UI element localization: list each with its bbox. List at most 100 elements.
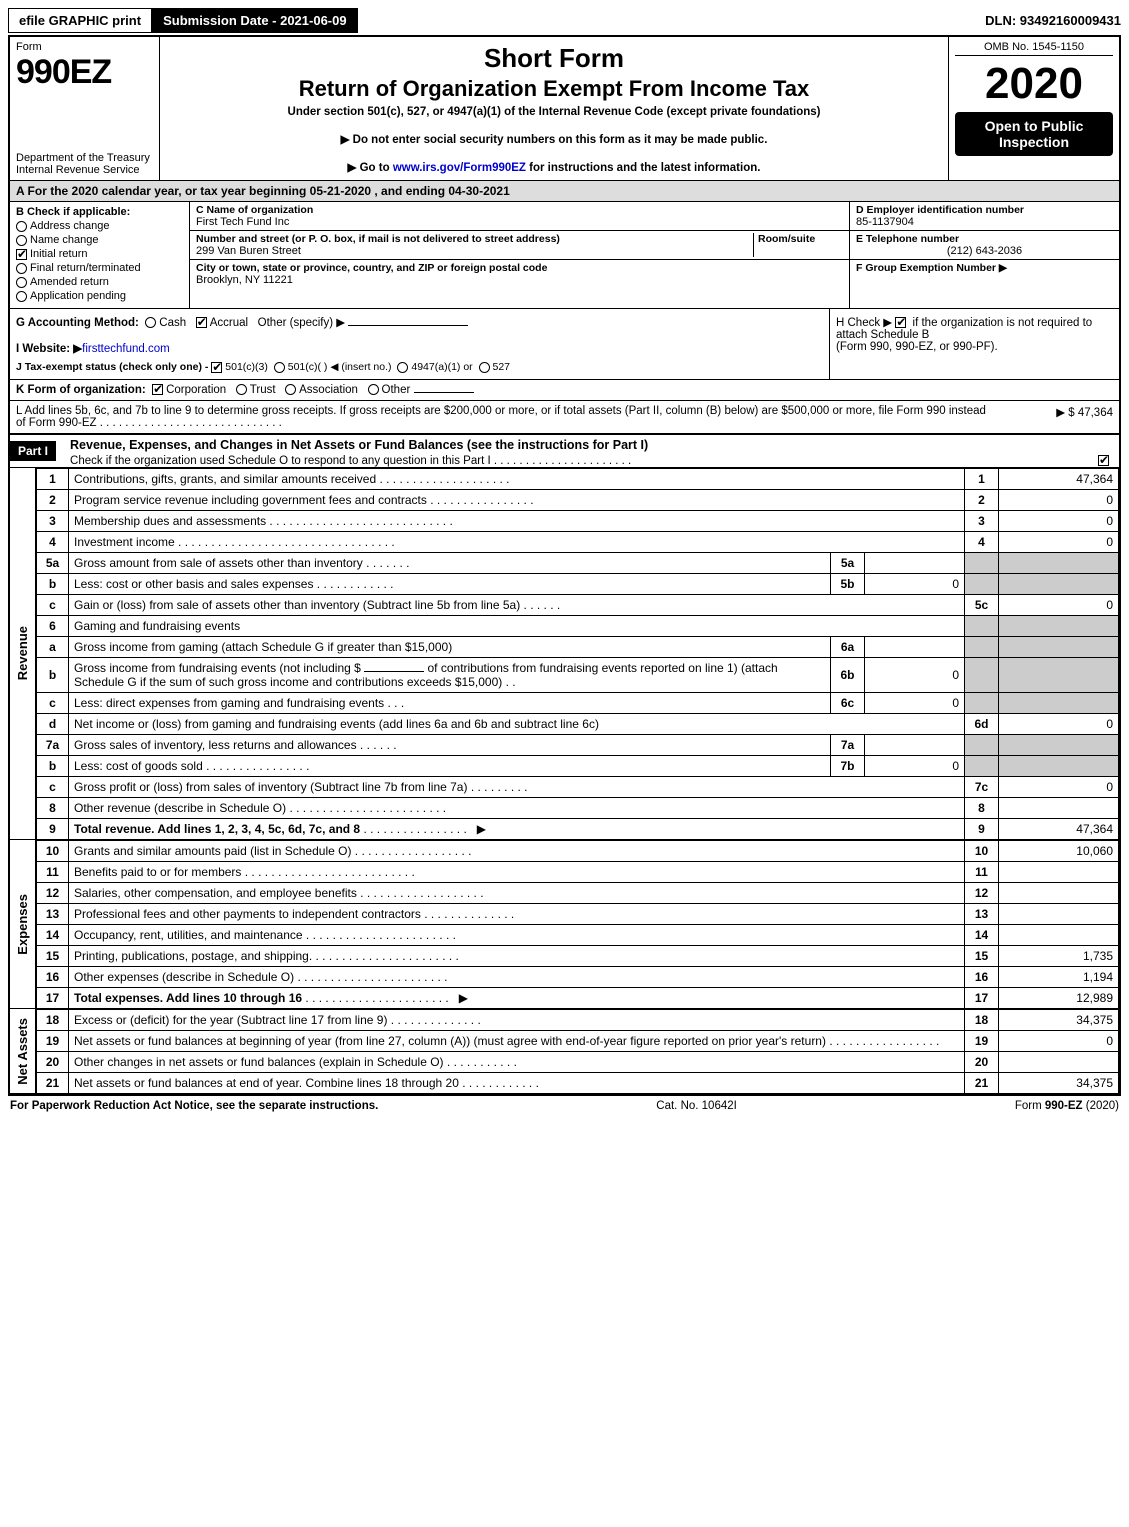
side-label-revenue: Revenue <box>13 622 32 684</box>
identity-block: B Check if applicable: Address change Na… <box>10 202 1119 309</box>
section-h: H Check ▶ if the organization is not req… <box>829 309 1119 379</box>
chk-527[interactable] <box>479 362 490 373</box>
line-1: 1Contributions, gifts, grants, and simil… <box>37 469 1119 490</box>
section-gh: G Accounting Method: Cash Accrual Other … <box>10 309 1119 380</box>
section-def: D Employer identification number 85-1137… <box>849 202 1119 308</box>
label-org-name: C Name of organization <box>196 204 843 216</box>
chk-initial-return[interactable]: Initial return <box>16 248 183 260</box>
line-17: 17Total expenses. Add lines 10 through 1… <box>37 988 1119 1009</box>
chk-501c[interactable] <box>274 362 285 373</box>
chk-4947[interactable] <box>397 362 408 373</box>
org-city: Brooklyn, NY 11221 <box>196 274 843 286</box>
page-footer: For Paperwork Reduction Act Notice, see … <box>8 1096 1121 1112</box>
chk-501c3[interactable] <box>211 362 222 373</box>
line-6a: aGross income from gaming (attach Schedu… <box>37 637 1119 658</box>
side-label-expenses: Expenses <box>13 890 32 959</box>
section-l: L Add lines 5b, 6c, and 7b to line 9 to … <box>10 401 1119 434</box>
section-c: C Name of organization First Tech Fund I… <box>190 202 849 308</box>
revenue-section: Revenue 1Contributions, gifts, grants, a… <box>10 468 1119 840</box>
org-name: First Tech Fund Inc <box>196 216 843 228</box>
top-bar: efile GRAPHIC print Submission Date - 20… <box>8 8 1121 33</box>
section-j: J Tax-exempt status (check only one) - 5… <box>16 361 823 373</box>
dept-treasury: Department of the Treasury <box>16 152 153 164</box>
net-assets-table: 18Excess or (deficit) for the year (Subt… <box>36 1009 1119 1094</box>
line-11: 11Benefits paid to or for members . . . … <box>37 862 1119 883</box>
section-b: B Check if applicable: Address change Na… <box>10 202 190 308</box>
chk-final-return[interactable]: Final return/terminated <box>16 262 183 274</box>
line-2: 2Program service revenue including gover… <box>37 490 1119 511</box>
section-a-tax-year: A For the 2020 calendar year, or tax yea… <box>10 181 1119 202</box>
line-21: 21Net assets or fund balances at end of … <box>37 1073 1119 1094</box>
chk-other-org[interactable] <box>368 384 379 395</box>
dln-label: DLN: 93492160009431 <box>985 13 1121 28</box>
section-g: G Accounting Method: Cash Accrual Other … <box>16 315 823 329</box>
revenue-table: 1Contributions, gifts, grants, and simil… <box>36 468 1119 840</box>
website-link[interactable]: firsttechfund.com <box>82 343 170 355</box>
section-b-title: B Check if applicable: <box>16 206 183 218</box>
label-group-exemption: F Group Exemption Number ▶ <box>856 262 1113 274</box>
line-4: 4Investment income . . . . . . . . . . .… <box>37 532 1119 553</box>
dept-irs: Internal Revenue Service <box>16 164 153 176</box>
line-9: 9Total revenue. Add lines 1, 2, 3, 4, 5c… <box>37 819 1119 840</box>
line-19: 19Net assets or fund balances at beginni… <box>37 1031 1119 1052</box>
line-20: 20Other changes in net assets or fund ba… <box>37 1052 1119 1073</box>
line-6d: dNet income or (loss) from gaming and fu… <box>37 714 1119 735</box>
label-city: City or town, state or province, country… <box>196 262 843 274</box>
line-14: 14Occupancy, rent, utilities, and mainte… <box>37 925 1119 946</box>
line-18: 18Excess or (deficit) for the year (Subt… <box>37 1010 1119 1031</box>
line-7b: bLess: cost of goods sold . . . . . . . … <box>37 756 1119 777</box>
line-5b: bLess: cost or other basis and sales exp… <box>37 574 1119 595</box>
footer-center: Cat. No. 10642I <box>656 1100 737 1112</box>
expenses-section: Expenses 10Grants and similar amounts pa… <box>10 840 1119 1009</box>
line-13: 13Professional fees and other payments t… <box>37 904 1119 925</box>
efile-print-button[interactable]: efile GRAPHIC print <box>8 8 152 33</box>
form-frame: Form 990EZ Department of the Treasury In… <box>8 35 1121 1096</box>
line-5c: cGain or (loss) from sale of assets othe… <box>37 595 1119 616</box>
side-label-net-assets: Net Assets <box>13 1014 32 1089</box>
ein-value: 85-1137904 <box>856 216 1113 228</box>
subtitle: Under section 501(c), 527, or 4947(a)(1)… <box>170 106 938 118</box>
part1-header: Part I Revenue, Expenses, and Changes in… <box>10 434 1119 468</box>
line-6c: cLess: direct expenses from gaming and f… <box>37 693 1119 714</box>
chk-association[interactable] <box>285 384 296 395</box>
part1-title: Revenue, Expenses, and Changes in Net As… <box>64 435 1119 455</box>
chk-schedule-b[interactable] <box>895 317 906 328</box>
section-i: I Website: ▶firsttechfund.com <box>16 341 823 355</box>
tax-year: 2020 <box>955 62 1113 106</box>
chk-corporation[interactable] <box>152 384 163 395</box>
note-link: ▶ Go to www.irs.gov/Form990EZ for instru… <box>170 160 938 174</box>
label-room: Room/suite <box>758 233 843 245</box>
radio-accrual[interactable] <box>196 317 207 328</box>
omb-number: OMB No. 1545-1150 <box>955 41 1113 56</box>
line-5a: 5aGross amount from sale of assets other… <box>37 553 1119 574</box>
gross-receipts-amount: ▶ $ 47,364 <box>993 405 1113 429</box>
line-15: 15Printing, publications, postage, and s… <box>37 946 1119 967</box>
chk-amended-return[interactable]: Amended return <box>16 276 183 288</box>
line-8: 8Other revenue (describe in Schedule O) … <box>37 798 1119 819</box>
submission-date-label: Submission Date - 2021-06-09 <box>152 8 358 33</box>
note-ssn: ▶ Do not enter social security numbers o… <box>170 132 938 146</box>
open-to-public: Open to Public Inspection <box>955 112 1113 156</box>
line-6: 6Gaming and fundraising events <box>37 616 1119 637</box>
org-address: 299 Van Buren Street <box>196 245 753 257</box>
irs-link[interactable]: www.irs.gov/Form990EZ <box>393 162 526 174</box>
section-k: K Form of organization: Corporation Trus… <box>10 380 1119 401</box>
form-word: Form <box>16 41 153 53</box>
chk-address-change[interactable]: Address change <box>16 220 183 232</box>
title-main: Return of Organization Exempt From Incom… <box>170 76 938 102</box>
footer-right: Form 990-EZ (2020) <box>1015 1100 1119 1112</box>
chk-application-pending[interactable]: Application pending <box>16 290 183 302</box>
chk-name-change[interactable]: Name change <box>16 234 183 246</box>
phone-value: (212) 643-2036 <box>856 245 1113 257</box>
line-7a: 7aGross sales of inventory, less returns… <box>37 735 1119 756</box>
line-7c: cGross profit or (loss) from sales of in… <box>37 777 1119 798</box>
line-3: 3Membership dues and assessments . . . .… <box>37 511 1119 532</box>
part1-check-note: Check if the organization used Schedule … <box>70 455 1098 467</box>
net-assets-section: Net Assets 18Excess or (deficit) for the… <box>10 1009 1119 1094</box>
radio-cash[interactable] <box>145 317 156 328</box>
expenses-table: 10Grants and similar amounts paid (list … <box>36 840 1119 1009</box>
chk-trust[interactable] <box>236 384 247 395</box>
chk-schedule-o[interactable] <box>1098 455 1109 466</box>
line-10: 10Grants and similar amounts paid (list … <box>37 841 1119 862</box>
part1-tag: Part I <box>10 441 56 461</box>
